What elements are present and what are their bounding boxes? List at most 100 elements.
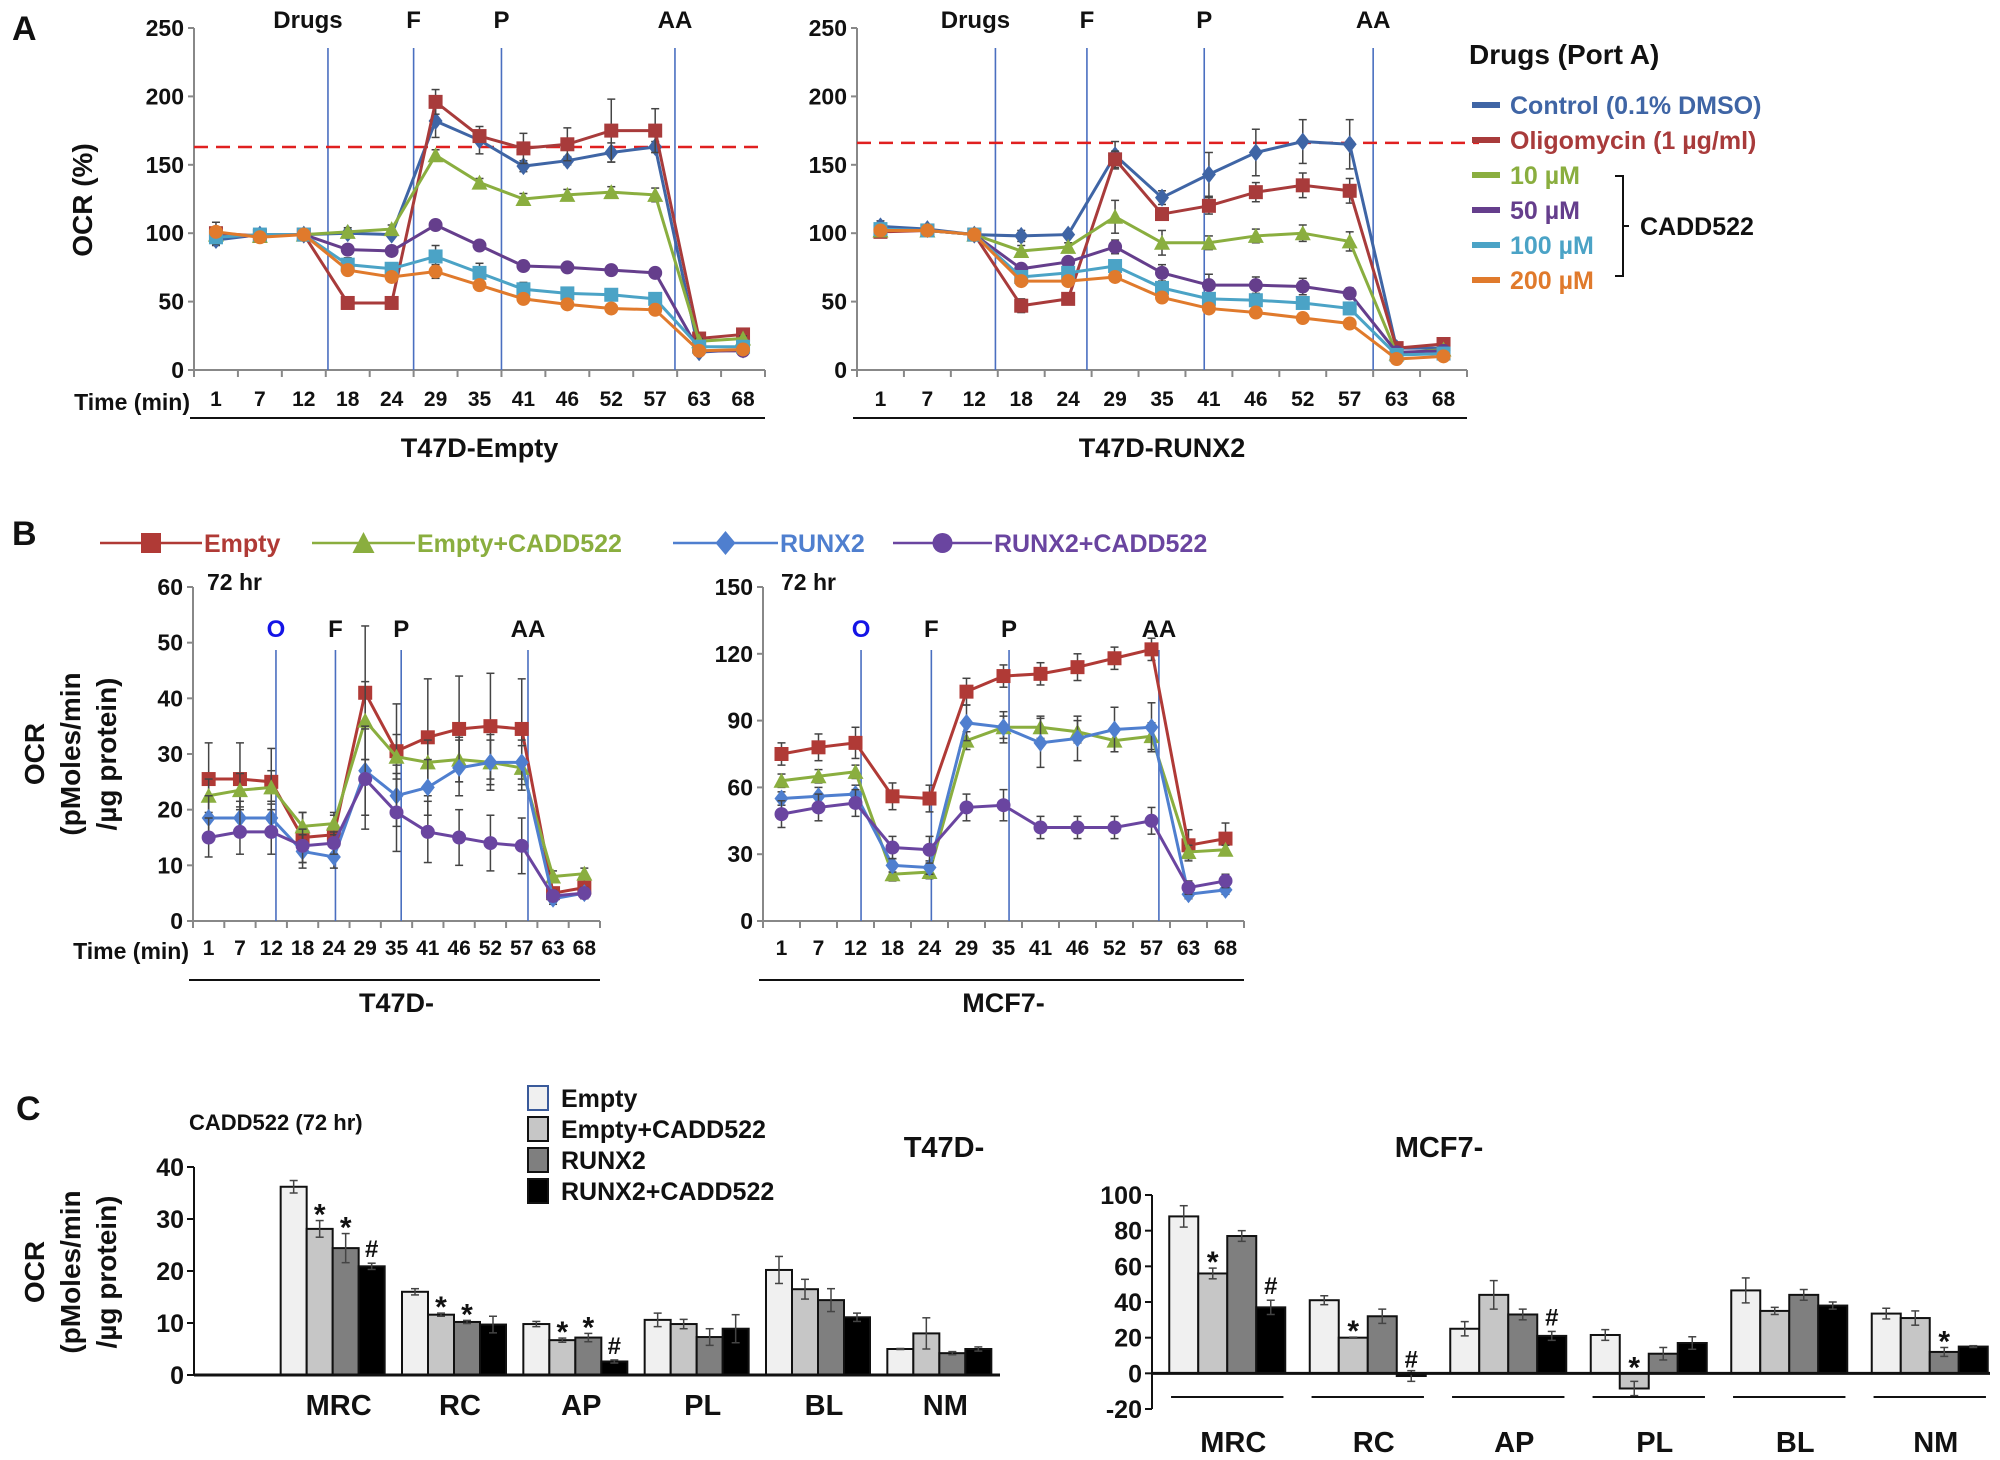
- x-tick-label: 41: [1197, 388, 1221, 411]
- significance-star: *: [1938, 1325, 1950, 1358]
- bar: [1788, 1293, 1820, 1375]
- y-tick-label: 60: [157, 574, 183, 600]
- y-tick-label: 60: [727, 774, 753, 800]
- data-point: [514, 838, 529, 853]
- x-tick-label: 57: [510, 937, 533, 960]
- event-label: P: [1001, 616, 1017, 643]
- data-point: [1342, 316, 1357, 331]
- event-label: F: [406, 7, 421, 34]
- data-point: [1108, 239, 1123, 254]
- x-tick-label: 68: [1214, 937, 1238, 960]
- category-label: BL: [805, 1390, 844, 1422]
- legend-marker: [715, 531, 736, 555]
- series-0: [774, 637, 1233, 862]
- data-point: [483, 753, 498, 772]
- data-point: [1217, 841, 1234, 857]
- data-point: [603, 184, 620, 200]
- bar: [331, 1247, 360, 1376]
- x-tick-label: 63: [541, 937, 564, 960]
- x-tick-label: 35: [992, 937, 1016, 960]
- x-tick-label: 12: [292, 388, 315, 411]
- data-point: [848, 795, 863, 810]
- y-tick-label: 0: [170, 908, 183, 934]
- data-point: [1108, 259, 1123, 274]
- data-point: [577, 886, 592, 901]
- data-point: [1180, 843, 1197, 859]
- data-point: [692, 343, 707, 358]
- significance-star: *: [1347, 1315, 1359, 1348]
- data-point: [1200, 234, 1217, 250]
- data-point: [847, 763, 864, 779]
- data-point: [428, 217, 443, 232]
- y-tick-label: 100: [146, 220, 184, 246]
- category-label: BL: [1776, 1427, 1815, 1459]
- category-label: NM: [923, 1390, 968, 1422]
- y-tick-label: 50: [821, 289, 847, 315]
- data-point: [516, 141, 531, 156]
- panel-a-y-axis-label: OCR (%): [67, 143, 98, 257]
- x-tick-label: 57: [1338, 388, 1361, 411]
- panel-b-legend: [100, 531, 992, 555]
- y-tick-label: 20: [1114, 1325, 1142, 1353]
- data-point: [483, 836, 498, 851]
- y-tick-label: 100: [809, 220, 847, 246]
- data-point: [959, 684, 974, 699]
- event-label: F: [924, 616, 939, 643]
- data-point: [1033, 733, 1048, 752]
- legend-title: Drugs (Port A): [1469, 39, 1659, 70]
- bar: [643, 1318, 672, 1377]
- y-tick-label: 0: [834, 357, 847, 383]
- data-point: [452, 830, 467, 845]
- significance-hash: #: [608, 1333, 621, 1360]
- x-tick-label: 63: [1177, 937, 1200, 960]
- y-tick-label: 60: [1114, 1253, 1142, 1281]
- data-point: [773, 772, 790, 788]
- bar: [401, 1290, 429, 1377]
- data-point: [1155, 207, 1169, 222]
- data-point: [340, 242, 355, 257]
- significance-star: *: [582, 1311, 594, 1344]
- data-point: [1342, 183, 1357, 198]
- data-point: [885, 856, 900, 875]
- data-point: [873, 223, 888, 238]
- data-point: [420, 778, 435, 797]
- data-point: [1294, 225, 1311, 241]
- data-point: [1295, 295, 1310, 310]
- data-point: [231, 782, 248, 798]
- data-point: [560, 137, 575, 152]
- event-label: Drugs: [273, 7, 342, 34]
- data-point: [1013, 242, 1030, 258]
- significance-star: *: [556, 1316, 568, 1349]
- data-point: [1341, 233, 1358, 249]
- y-tick-label: 50: [158, 289, 184, 315]
- event-label: F: [328, 616, 343, 643]
- x-tick-label: 35: [1150, 388, 1174, 411]
- data-point: [514, 753, 529, 772]
- data-point: [1014, 298, 1029, 313]
- y-tick-label: 150: [809, 152, 847, 178]
- data-point: [1342, 301, 1357, 316]
- x-tick-label: 68: [731, 388, 755, 411]
- data-point: [885, 789, 900, 804]
- data-point: [1070, 660, 1085, 675]
- panel-c-y-axis-label: OCR: [19, 1241, 50, 1303]
- data-point: [1108, 269, 1123, 284]
- x-tick-label: 35: [385, 937, 409, 960]
- data-point: [340, 295, 355, 310]
- x-tick-label: 57: [1140, 937, 1163, 960]
- data-point: [389, 805, 404, 820]
- bar: [548, 1339, 577, 1377]
- data-point: [546, 888, 561, 903]
- x-tick-label: 41: [1029, 937, 1053, 960]
- data-point: [996, 718, 1011, 737]
- line-chart-3: [757, 586, 1245, 981]
- data-point: [1247, 227, 1264, 243]
- legend-swatch: [527, 1147, 549, 1173]
- y-tick-label: 30: [157, 741, 183, 767]
- data-point: [774, 807, 789, 822]
- legend-item: 50 µM: [1510, 197, 1580, 225]
- x-tick-label: 1: [776, 937, 788, 960]
- category-label: RC: [1353, 1427, 1395, 1459]
- data-point: [922, 791, 937, 806]
